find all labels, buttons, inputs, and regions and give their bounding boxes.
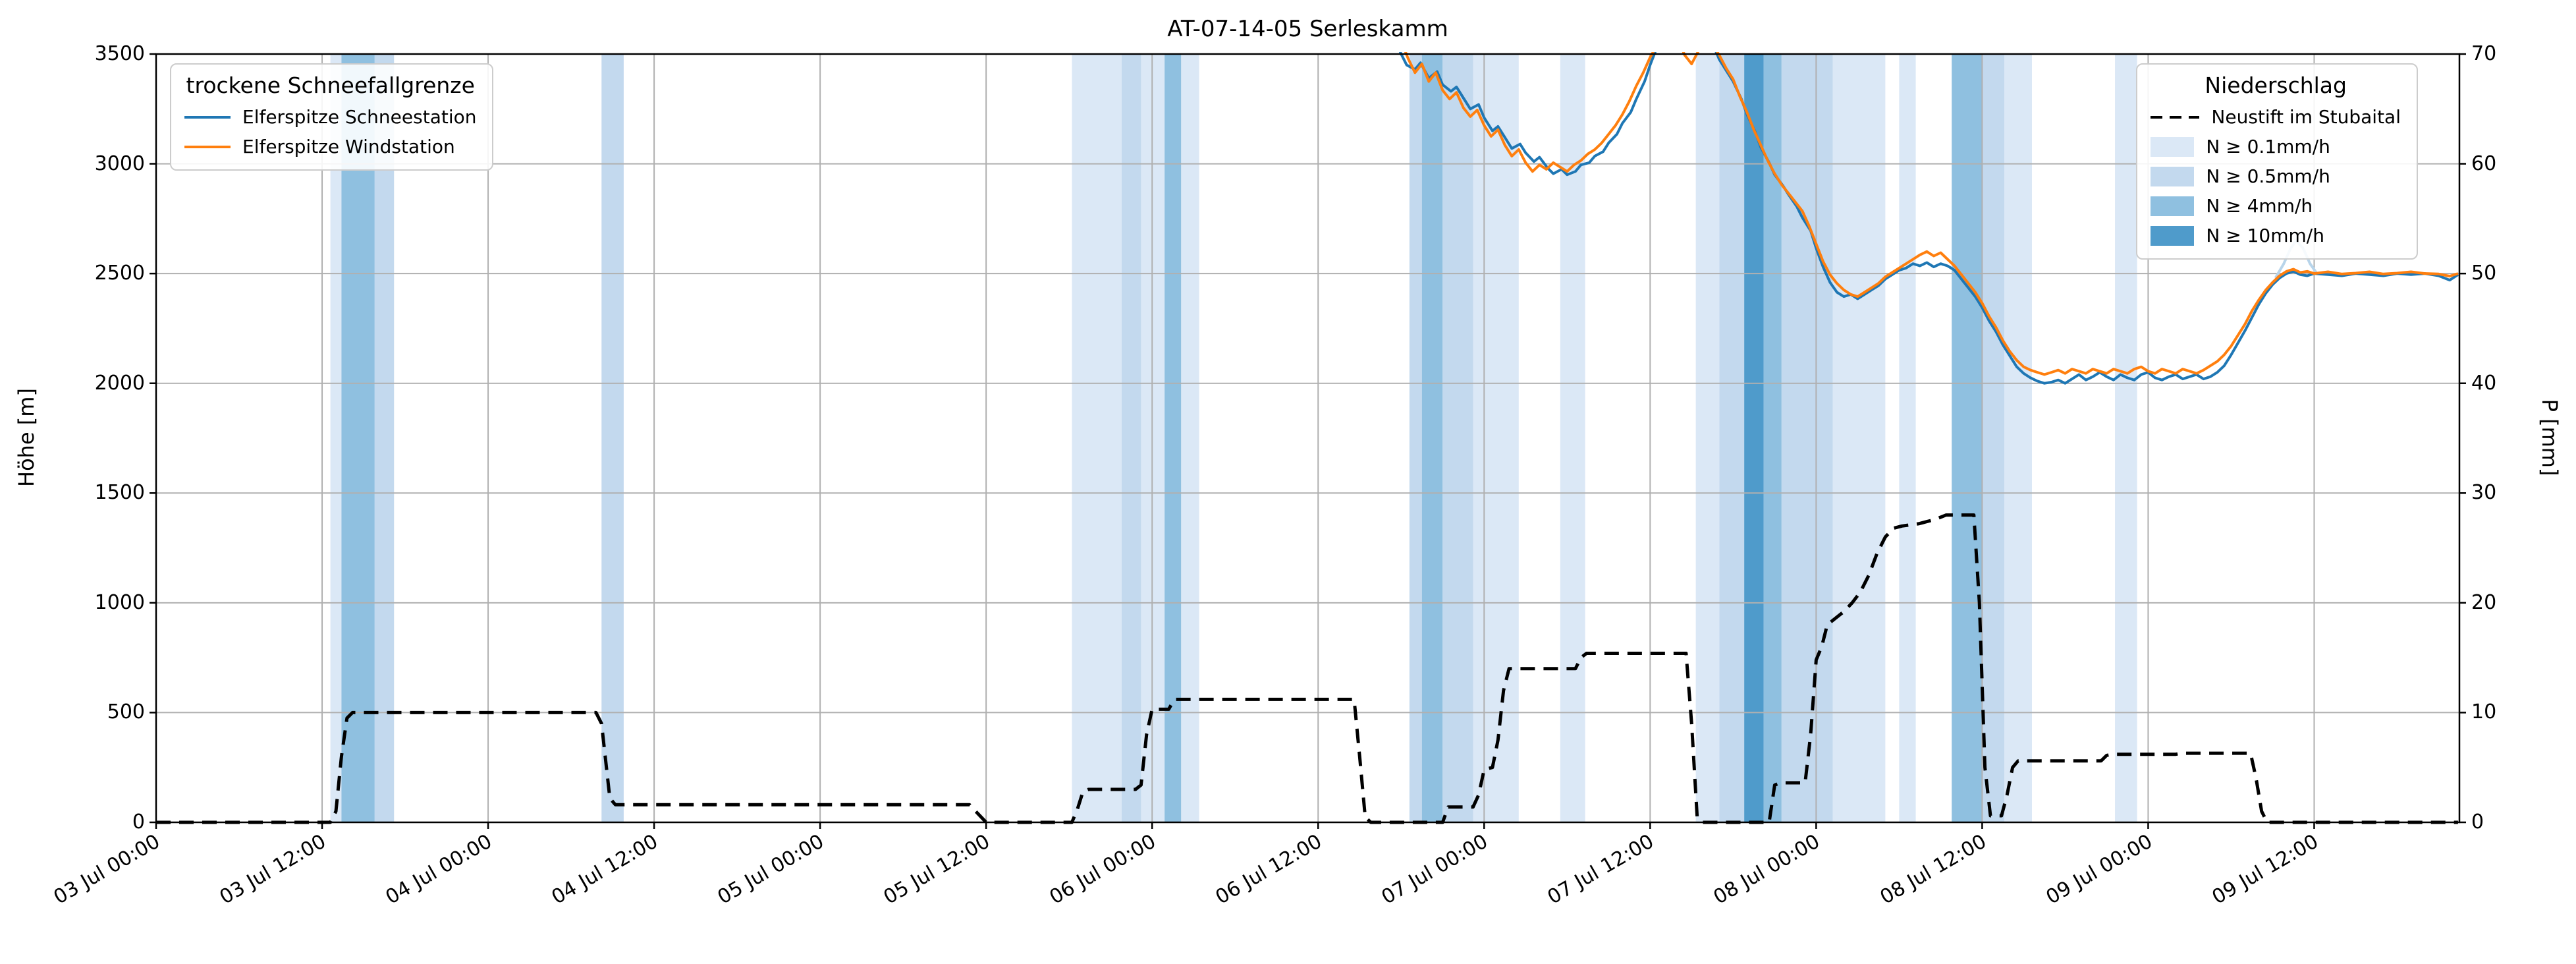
precip-band bbox=[1122, 54, 1141, 822]
precip-band bbox=[1072, 54, 1122, 822]
line-swatch-schneestation bbox=[184, 115, 231, 119]
band-swatch-10 bbox=[2151, 225, 2195, 246]
y-tick-label-right: 0 bbox=[2471, 810, 2484, 834]
precip-band bbox=[330, 54, 342, 822]
precip-band bbox=[2004, 54, 2033, 822]
chart-title: AT-07-14-05 Serleskamm bbox=[1167, 16, 1448, 42]
legend-item: N ≥ 0.1mm/h bbox=[2151, 136, 2401, 157]
y-axis-label-right: P [mm] bbox=[2537, 399, 2562, 476]
legend-item: N ≥ 0.5mm/h bbox=[2151, 165, 2401, 187]
legend-item-label: N ≥ 4mm/h bbox=[2206, 195, 2313, 217]
y-tick-label-right: 70 bbox=[2471, 42, 2497, 65]
y-tick-label-right: 60 bbox=[2471, 152, 2497, 175]
precip-band bbox=[1832, 54, 1886, 822]
legend-item-label: N ≥ 0.5mm/h bbox=[2206, 165, 2330, 187]
y-tick-label-left: 0 bbox=[132, 810, 145, 834]
legend-snowfall-line: trockene Schneefallgrenze Elferspitze Sc… bbox=[170, 63, 494, 171]
precip-band bbox=[1165, 54, 1182, 822]
precip-band bbox=[1421, 54, 1443, 822]
precip-band bbox=[1899, 54, 1916, 822]
precip-band bbox=[341, 54, 375, 822]
legend-item: Neustift im Stubaital bbox=[2151, 106, 2401, 128]
precip-band bbox=[1181, 54, 1199, 822]
legend-item: N ≥ 10mm/h bbox=[2151, 225, 2401, 246]
axes-frame bbox=[155, 53, 2461, 824]
precip-band bbox=[1952, 54, 1983, 822]
series-line-neustift-im-stubaital bbox=[156, 513, 2458, 824]
y-axis-label-left: Höhe [m] bbox=[14, 388, 39, 487]
precip-band bbox=[1695, 54, 1720, 822]
y-tick-label-right: 50 bbox=[2471, 262, 2497, 285]
band-swatch-01 bbox=[2151, 136, 2195, 157]
y-tick-label-left: 2000 bbox=[94, 371, 145, 395]
legend-item-label: Elferspitze Schneestation bbox=[242, 106, 477, 128]
legend-snowfall-title: trockene Schneefallgrenze bbox=[186, 72, 475, 98]
line-swatch-windstation bbox=[184, 145, 231, 148]
legend-item-label: N ≥ 0.1mm/h bbox=[2206, 136, 2330, 157]
band-swatch-05 bbox=[2151, 166, 2195, 186]
precip-band bbox=[601, 54, 624, 822]
y-tick-label-left: 3000 bbox=[94, 152, 145, 175]
legend-item-label: N ≥ 10mm/h bbox=[2206, 225, 2324, 246]
precip-band bbox=[1781, 54, 1833, 822]
series-line-elferspitze-windstation bbox=[1404, 52, 2459, 376]
precip-band bbox=[2115, 54, 2137, 822]
y-tick-label-right: 30 bbox=[2471, 481, 2497, 505]
dashed-line-swatch bbox=[2151, 115, 2200, 119]
legend-item: Elferspitze Schneestation bbox=[184, 106, 476, 128]
y-tick-label-left: 1000 bbox=[94, 590, 145, 614]
precip-band bbox=[1719, 54, 1745, 822]
precip-band bbox=[1473, 54, 1519, 822]
precip-band bbox=[374, 54, 395, 822]
precip-band bbox=[1744, 54, 1764, 822]
y-tick-label-right: 10 bbox=[2471, 700, 2497, 724]
precip-band bbox=[1409, 54, 1422, 822]
y-tick-label-right: 40 bbox=[2471, 371, 2497, 395]
y-tick-label-left: 1500 bbox=[94, 481, 145, 505]
legend-item: N ≥ 4mm/h bbox=[2151, 195, 2401, 217]
precip-band bbox=[1560, 54, 1585, 822]
legend-precipitation-title: Niederschlag bbox=[2205, 72, 2347, 98]
y-tick-label-left: 3500 bbox=[94, 42, 145, 65]
legend-precipitation: Niederschlag Neustift im Stubaital N ≥ 0… bbox=[2136, 63, 2418, 260]
precip-band bbox=[1442, 54, 1473, 822]
legend-item: Elferspitze Windstation bbox=[184, 136, 476, 157]
precip-band bbox=[1141, 54, 1165, 822]
y-tick-label-right: 20 bbox=[2471, 590, 2497, 614]
legend-item-label: Neustift im Stubaital bbox=[2211, 106, 2401, 128]
band-swatch-4 bbox=[2151, 196, 2195, 216]
precip-band bbox=[1982, 54, 2005, 822]
legend-item-label: Elferspitze Windstation bbox=[242, 136, 455, 157]
y-tick-label-left: 500 bbox=[107, 700, 145, 724]
y-tick-label-left: 2500 bbox=[94, 262, 145, 285]
